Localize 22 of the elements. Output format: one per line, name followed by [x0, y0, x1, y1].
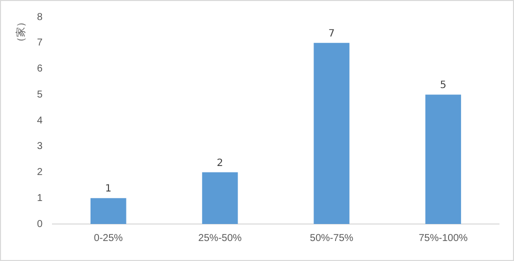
y-tick-label: 1 [37, 192, 43, 204]
x-tick-label: 50%-75% [310, 232, 354, 244]
x-tick-label: 75%-100% [418, 232, 468, 244]
y-tick-label: 7 [37, 38, 43, 49]
data-label: 5 [440, 80, 446, 92]
bar [425, 94, 462, 224]
y-tick-label: 0 [37, 218, 43, 230]
data-label: 7 [328, 28, 335, 40]
bar [90, 198, 126, 224]
y-tick-label: 4 [37, 115, 43, 126]
y-tick-label: 5 [37, 89, 43, 100]
x-tick-label: 0-25% [94, 232, 123, 244]
data-label: 1 [105, 184, 112, 195]
x-tick-label: 25%-50% [198, 232, 242, 244]
y-axis-title: （家） [14, 17, 27, 47]
bar [314, 42, 350, 224]
y-tick-label: 2 [37, 167, 43, 178]
y-tick-label: 6 [37, 64, 43, 74]
y-tick-label: 3 [37, 141, 43, 152]
data-label: 2 [216, 158, 224, 169]
y-tick-label: 8 [37, 12, 43, 23]
bar [202, 172, 238, 224]
